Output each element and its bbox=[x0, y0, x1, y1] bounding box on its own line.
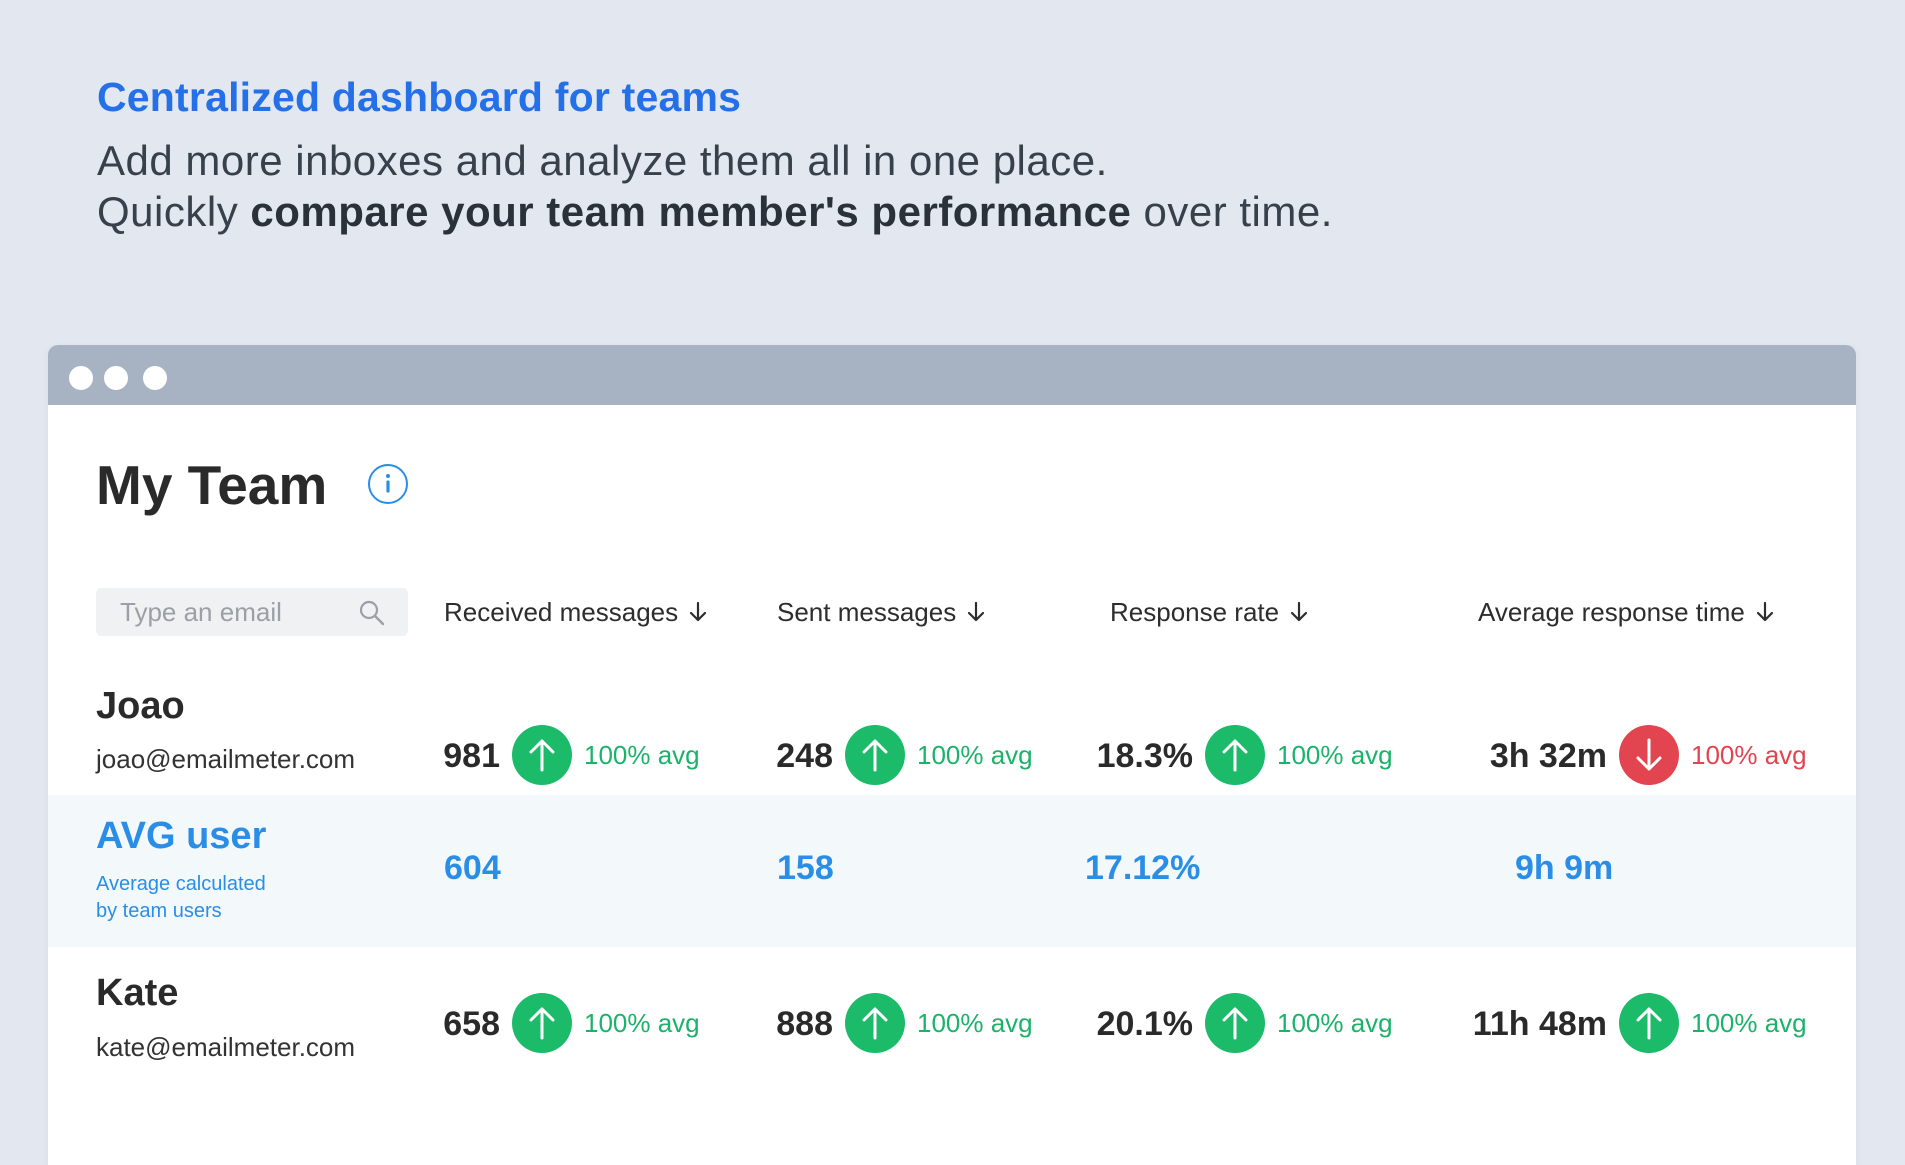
page-title: My Team bbox=[96, 454, 328, 516]
average-sent: 158 bbox=[777, 849, 834, 887]
app-window: My Team Received messages Sent messages … bbox=[48, 345, 1856, 1165]
trend-up-icon bbox=[512, 725, 572, 785]
window-titlebar bbox=[48, 345, 1856, 405]
search-box bbox=[96, 588, 408, 636]
metric-value: 3h 32m bbox=[1489, 737, 1607, 775]
table-row[interactable]: Kate kate@emailmeter.com 658 100% avg 88… bbox=[48, 947, 1856, 1107]
hero-line-2-end: over time. bbox=[1131, 188, 1333, 235]
metric-avg: 100% avg bbox=[1691, 740, 1807, 770]
metric-value: 888 bbox=[776, 1005, 833, 1043]
metric-avg: 100% avg bbox=[1277, 740, 1393, 770]
window-dot-close[interactable] bbox=[69, 366, 93, 390]
search-icon[interactable] bbox=[358, 599, 386, 627]
average-note-line-2: by team users bbox=[96, 900, 222, 922]
hero-line-2-bold: compare your team member's performance bbox=[250, 188, 1132, 235]
trend-up-icon bbox=[845, 725, 905, 785]
column-header-label: Received messages bbox=[444, 597, 679, 627]
arrow-down-icon bbox=[690, 602, 707, 622]
arrow-down-icon bbox=[1756, 602, 1774, 622]
member-name: Kate bbox=[96, 972, 179, 1014]
window-dot-maximize[interactable] bbox=[143, 366, 167, 390]
column-header-response-rate[interactable]: Response rate bbox=[1110, 597, 1309, 628]
member-email: joao@emailmeter.com bbox=[96, 744, 356, 774]
average-response-time: 9h 9m bbox=[1515, 849, 1614, 887]
metric-avg: 100% avg bbox=[584, 740, 700, 770]
member-name: Joao bbox=[96, 685, 185, 727]
trend-up-icon bbox=[845, 993, 905, 1053]
average-received: 604 bbox=[444, 849, 501, 887]
column-header-label: Response rate bbox=[1110, 597, 1280, 627]
trend-up-icon bbox=[512, 993, 572, 1053]
arrow-down-icon bbox=[968, 602, 985, 622]
metric-value: 18.3% bbox=[1096, 737, 1193, 775]
trend-down-icon bbox=[1619, 725, 1679, 785]
metric-avg: 100% avg bbox=[1277, 1008, 1393, 1038]
column-header-sent[interactable]: Sent messages bbox=[777, 597, 986, 628]
metric-avg: 100% avg bbox=[584, 1008, 700, 1038]
window-dot-minimize[interactable] bbox=[104, 366, 128, 390]
info-icon[interactable] bbox=[368, 464, 408, 504]
hero-line-2: Quickly compare your team member's perfo… bbox=[97, 186, 1597, 237]
hero-line-1: Add more inboxes and analyze them all in… bbox=[97, 137, 1108, 184]
column-header-avg-response-time[interactable]: Average response time bbox=[1478, 597, 1775, 628]
member-name: AVG user bbox=[96, 815, 267, 857]
member-email: kate@emailmeter.com bbox=[96, 1032, 356, 1062]
metric-value: 981 bbox=[443, 737, 500, 775]
metric-avg: 100% avg bbox=[917, 1008, 1033, 1038]
hero-line-2-start: Quickly bbox=[97, 188, 251, 235]
arrow-down-icon bbox=[1291, 602, 1308, 622]
search-input[interactable] bbox=[96, 588, 370, 636]
metric-value: 658 bbox=[443, 1005, 500, 1043]
average-note: Average calculated by team users bbox=[96, 871, 266, 925]
column-header-label: Average response time bbox=[1478, 597, 1745, 627]
hero-title: Centralized dashboard for teams bbox=[97, 74, 742, 120]
trend-up-icon bbox=[1205, 993, 1265, 1053]
metric-value: 20.1% bbox=[1096, 1005, 1193, 1043]
trend-up-icon bbox=[1205, 725, 1265, 785]
table-row[interactable]: Joao joao@emailmeter.com 981 100% avg 24… bbox=[48, 675, 1856, 815]
column-header-label: Sent messages bbox=[777, 597, 957, 627]
trend-up-icon bbox=[1619, 993, 1679, 1053]
metric-avg: 100% avg bbox=[1691, 1008, 1807, 1038]
average-response-rate: 17.12% bbox=[1085, 849, 1201, 887]
metric-value: 11h 48m bbox=[1472, 1005, 1607, 1043]
column-header-received[interactable]: Received messages bbox=[444, 597, 708, 628]
metric-avg: 100% avg bbox=[917, 740, 1033, 770]
table-row-average: AVG user Average calculated by team user… bbox=[48, 795, 1856, 947]
metric-value: 248 bbox=[776, 737, 833, 775]
hero: Centralized dashboard for teams Add more… bbox=[97, 74, 1597, 237]
average-note-line-1: Average calculated bbox=[96, 873, 266, 895]
